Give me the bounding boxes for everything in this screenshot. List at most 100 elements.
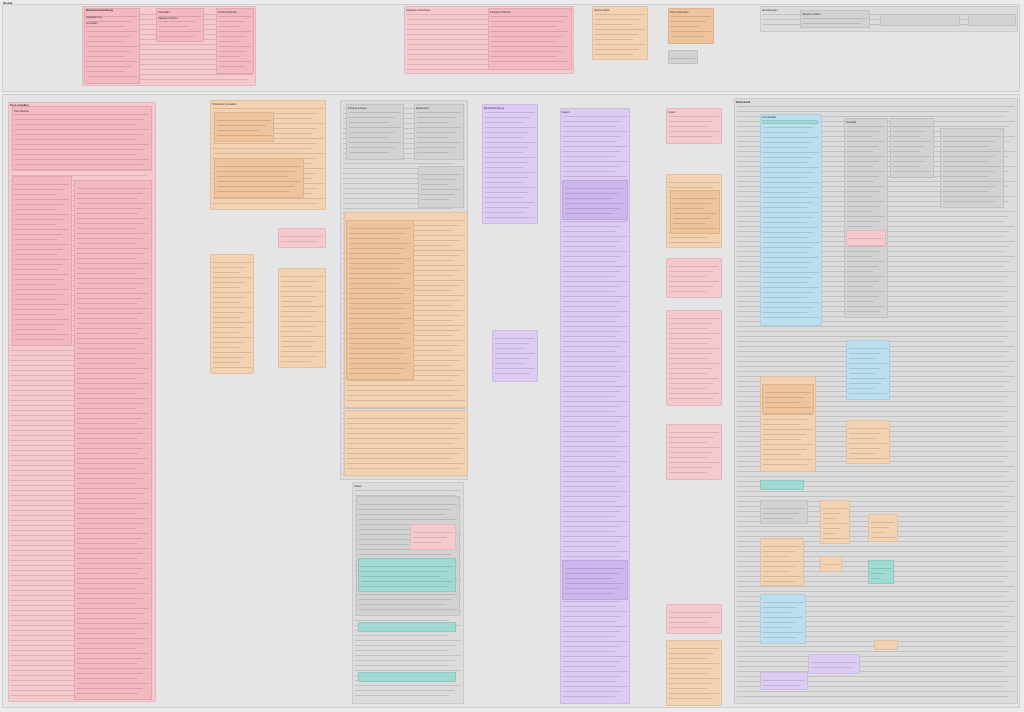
row-line — [595, 34, 639, 35]
row-line — [669, 286, 713, 287]
row-line — [669, 673, 707, 674]
row-line — [669, 622, 707, 623]
row-line — [669, 318, 719, 319]
row-line — [823, 533, 835, 534]
row-line — [77, 198, 137, 199]
row-line — [77, 443, 149, 444]
row-line — [355, 490, 461, 491]
row-line — [565, 588, 619, 589]
row-line — [421, 179, 455, 180]
row-line — [669, 452, 713, 453]
row-line — [669, 276, 707, 277]
row-line — [565, 573, 619, 574]
row-line — [15, 309, 63, 310]
row-line — [763, 297, 807, 298]
row-line — [669, 447, 719, 448]
row-line — [669, 472, 707, 473]
row-line — [349, 238, 399, 239]
row-line — [673, 228, 717, 229]
group-right-grey-a — [844, 118, 888, 318]
row-line — [763, 576, 801, 577]
row-line — [77, 673, 143, 674]
row-line — [485, 147, 529, 148]
row-line — [943, 201, 995, 202]
row-line — [763, 632, 803, 633]
row-line — [15, 194, 57, 195]
row-line — [669, 383, 713, 384]
row-line — [213, 317, 239, 318]
row-line — [563, 261, 615, 262]
row-line — [563, 231, 615, 232]
row-line — [407, 19, 565, 20]
row-line — [563, 151, 621, 152]
row-line — [563, 526, 621, 527]
row-line — [563, 131, 627, 132]
row-line — [563, 371, 627, 372]
group-top-grey-r1 — [800, 10, 870, 28]
row-line — [563, 531, 615, 532]
row-line — [15, 249, 63, 250]
row-line — [763, 444, 813, 445]
row-line — [347, 458, 453, 459]
group-right-orange-f — [820, 556, 842, 572]
row-line — [349, 293, 405, 294]
row-line — [563, 666, 615, 667]
row-line — [595, 29, 645, 30]
row-line — [347, 423, 459, 424]
row-line — [77, 318, 137, 319]
row-line — [565, 593, 613, 594]
row-line — [763, 607, 797, 608]
row-line — [15, 114, 149, 115]
row-line — [77, 658, 143, 659]
label-3: Abmelden — [158, 11, 170, 14]
row-line — [669, 116, 719, 117]
row-line — [563, 356, 627, 357]
row-line — [847, 126, 885, 127]
row-line — [893, 131, 925, 132]
row-line — [943, 196, 1001, 197]
row-line — [359, 539, 451, 540]
row-line — [847, 221, 879, 222]
row-line — [669, 668, 713, 669]
row-line — [77, 693, 137, 694]
row-line — [77, 233, 149, 234]
row-line — [671, 26, 699, 27]
row-line — [77, 648, 137, 649]
row-line — [77, 613, 143, 614]
row-line — [847, 271, 873, 272]
row-line — [763, 637, 797, 638]
row-line — [349, 368, 405, 369]
row-line — [77, 398, 149, 399]
row-line — [417, 132, 455, 133]
row-line — [213, 347, 239, 348]
group-main-purple-a — [482, 104, 538, 224]
row-line — [669, 683, 713, 684]
row-line — [77, 473, 149, 474]
row-line — [349, 328, 399, 329]
row-line — [485, 167, 523, 168]
row-line — [669, 136, 713, 137]
row-line — [563, 116, 627, 117]
row-line — [669, 627, 719, 628]
row-line — [347, 418, 465, 419]
row-line — [763, 566, 795, 567]
row-line — [15, 124, 137, 125]
row-line — [763, 571, 789, 572]
row-line — [485, 172, 535, 173]
row-line — [77, 563, 149, 564]
row-line — [943, 166, 1001, 167]
row-line — [77, 688, 143, 689]
row-line — [491, 26, 557, 27]
label-10: Einstellungen — [762, 9, 778, 12]
row-line — [85, 54, 241, 55]
group-right-grey-b — [890, 118, 934, 178]
row-line — [77, 523, 143, 524]
row-line — [737, 471, 1009, 472]
row-line — [491, 56, 557, 57]
row-line — [823, 564, 839, 565]
row-line — [737, 641, 1003, 642]
row-line — [485, 127, 535, 128]
row-line — [849, 383, 881, 384]
row-line — [563, 326, 627, 327]
row-line — [823, 513, 841, 514]
